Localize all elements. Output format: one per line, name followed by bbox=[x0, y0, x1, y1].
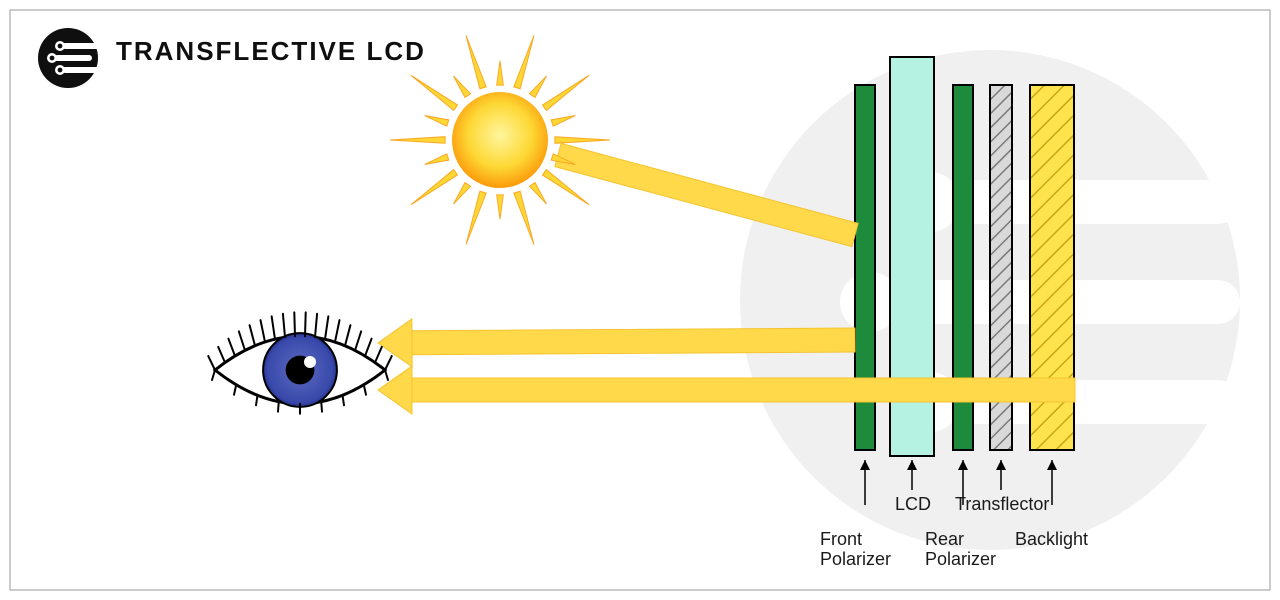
brand-circuit-icon bbox=[38, 28, 100, 88]
diagram-title: TRANSFLECTIVE LCD bbox=[116, 36, 426, 66]
label-front-polarizer: Front bbox=[820, 529, 862, 549]
sun-icon bbox=[390, 35, 610, 244]
label-lcd: LCD bbox=[895, 494, 931, 514]
label-rear-polarizer: Rear bbox=[925, 529, 964, 549]
eye-icon bbox=[208, 312, 392, 413]
label-backlight: Backlight bbox=[1015, 529, 1088, 549]
label-rear-polarizer: Polarizer bbox=[925, 549, 996, 569]
label-front-polarizer: Polarizer bbox=[820, 549, 891, 569]
label-transflector: Transflector bbox=[955, 494, 1049, 514]
